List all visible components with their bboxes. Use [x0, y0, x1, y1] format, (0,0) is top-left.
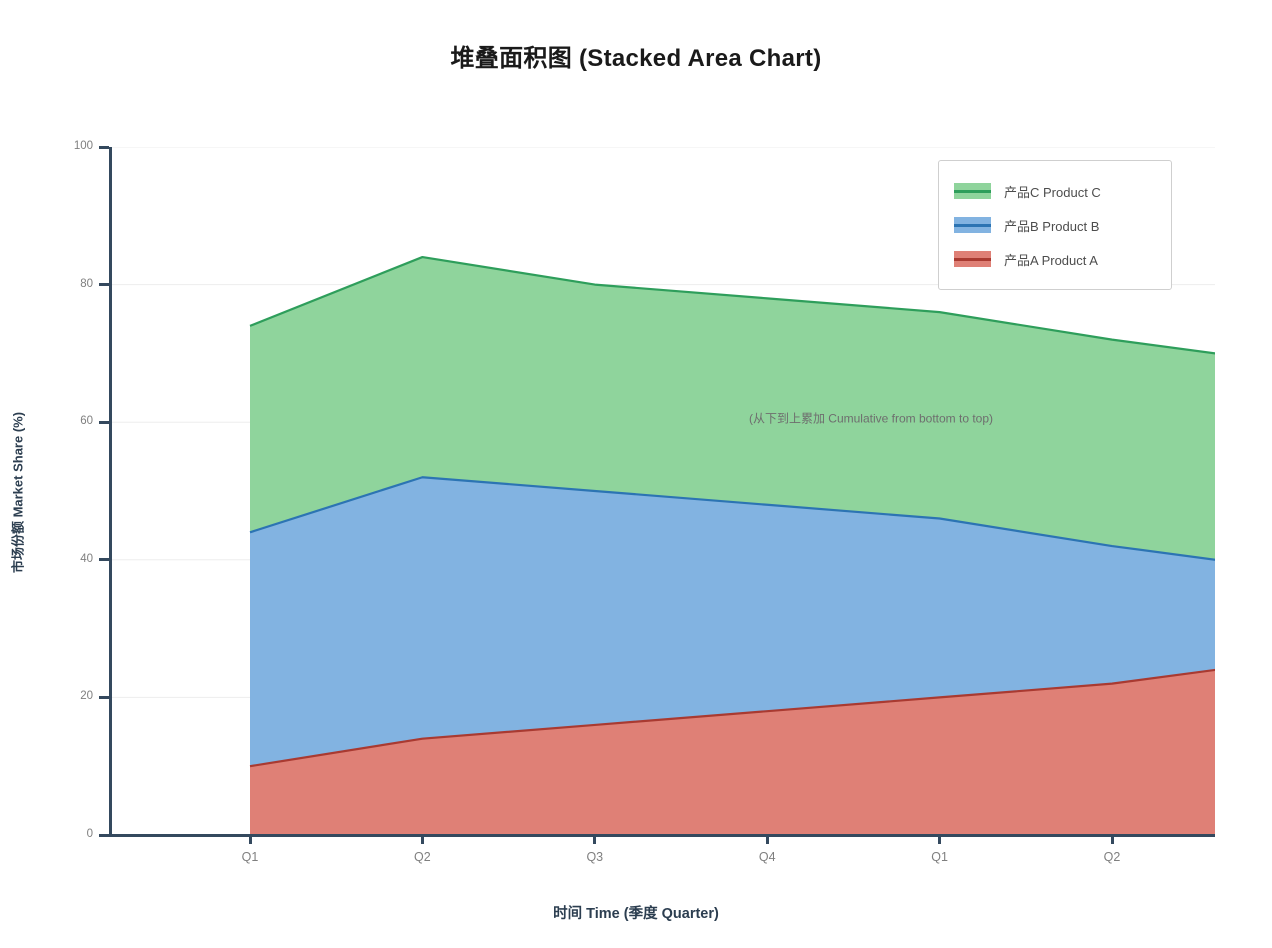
y-tick-mark-20 [99, 695, 109, 699]
boundary-line-产品B Product B [249, 476, 1215, 561]
legend-item-1: 产品B Product B [954, 208, 1157, 242]
legend-swatch-icon [954, 183, 991, 199]
x-tick-label-2: Q3 [586, 850, 604, 864]
boundary-line-产品C Product C [249, 255, 1215, 355]
y-tick-mark-60 [99, 420, 109, 424]
y-tick-mark-100 [99, 145, 109, 149]
legend-label: 产品C Product C [1004, 184, 1101, 200]
x-axis-spine [109, 834, 1215, 837]
y-tick-mark-40 [99, 558, 109, 562]
x-tick-mark-1 [420, 835, 424, 844]
y-tick-label-60: 60 [80, 415, 93, 428]
legend-swatch-line [954, 189, 991, 193]
y-tick-label-100: 100 [73, 140, 93, 152]
x-tick-label-5: Q2 [1103, 850, 1121, 864]
y-tick-mark-80 [99, 283, 109, 287]
x-tick-label-3: Q4 [758, 850, 776, 864]
stacked-area-svg [112, 147, 1215, 835]
y-axis-label: 市场份额 Market Share (%) [10, 411, 26, 574]
area-产品A Product A [250, 669, 1215, 835]
x-tick-label-0: Q1 [241, 850, 259, 864]
x-axis-label: 时间 Time (季度 Quarter) [553, 906, 719, 922]
legend-box: 产品C Product C 产品B Product B 产品A Product A [938, 160, 1172, 290]
chart-title: 堆叠面积图 (Stacked Area Chart) [450, 45, 822, 72]
x-tick-mark-2 [593, 835, 597, 844]
plot-area: (从下到上累加 Cumulative from bottom to top) [112, 147, 1215, 835]
legend-item-0: 产品C Product C [954, 174, 1157, 208]
y-tick-label-20: 20 [80, 690, 93, 703]
legend-items: 产品C Product C 产品B Product B 产品A Product A [954, 174, 1157, 276]
y-axis-spine [109, 147, 112, 837]
y-tick-label-40: 40 [80, 552, 93, 565]
x-tick-mark-5 [1110, 835, 1114, 844]
cumulative-annotation: (从下到上累加 Cumulative from bottom to top) [748, 411, 994, 426]
y-tick-label-0: 0 [86, 828, 93, 840]
legend-swatch-icon [954, 251, 991, 267]
x-tick-mark-4 [938, 835, 942, 844]
y-tick-label-80: 80 [80, 277, 93, 290]
legend-swatch-icon [954, 217, 991, 233]
legend-swatch-line [954, 257, 991, 261]
x-tick-label-1: Q2 [414, 850, 431, 864]
y-tick-mark-0 [99, 833, 109, 837]
x-tick-mark-3 [765, 835, 769, 844]
boundary-line-产品A Product A [249, 668, 1215, 768]
legend-item-2: 产品A Product A [954, 242, 1157, 276]
legend-label: 产品A Product A [1004, 252, 1098, 268]
legend-label: 产品B Product B [1004, 218, 1100, 234]
legend-swatch-line [954, 223, 991, 227]
x-tick-label-4: Q1 [931, 850, 948, 864]
x-tick-mark-0 [248, 835, 252, 844]
